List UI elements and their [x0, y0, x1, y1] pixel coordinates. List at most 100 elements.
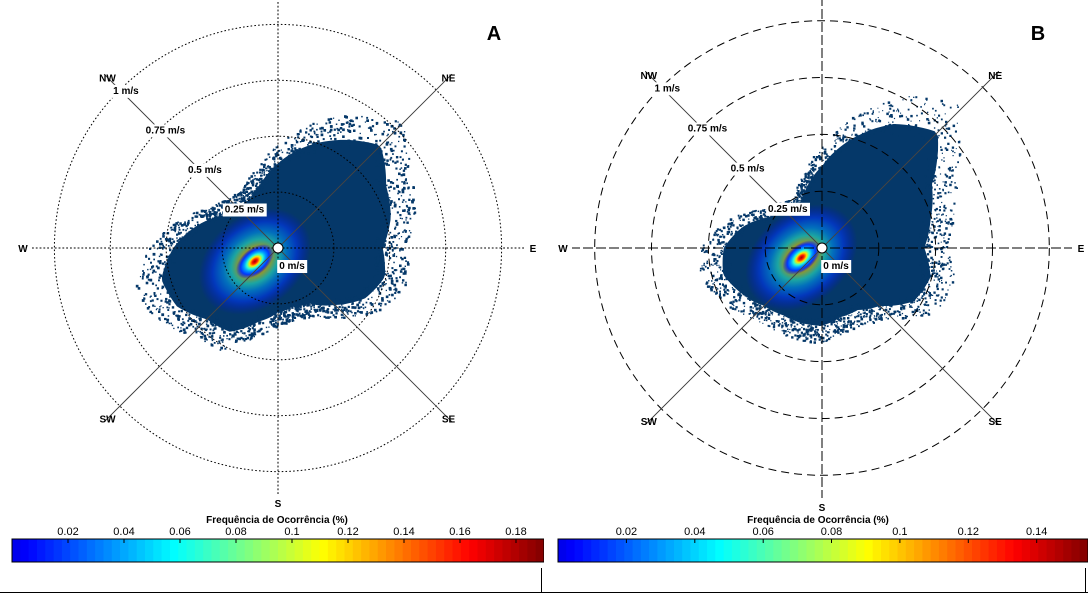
scatter-point — [945, 185, 947, 187]
scatter-point — [933, 179, 936, 182]
colorbar-segment — [599, 539, 609, 562]
scatter-point — [716, 254, 719, 257]
scatter-point — [384, 162, 387, 165]
scatter-point — [204, 328, 207, 332]
scatter-point — [939, 229, 941, 231]
scatter-point — [369, 126, 372, 129]
scatter-point — [376, 255, 378, 258]
scatter-point — [762, 220, 766, 223]
scatter-point — [851, 133, 853, 135]
scatter-point — [759, 217, 762, 220]
scatter-point — [247, 330, 251, 333]
scatter-point — [920, 315, 922, 317]
scatter-point — [927, 238, 930, 241]
colorbar-tick-label: 0.1 — [892, 526, 907, 538]
scatter-point — [951, 169, 954, 172]
scatter-point — [797, 197, 799, 199]
scatter-point — [403, 256, 407, 259]
scatter-point — [205, 328, 208, 331]
scatter-point — [846, 126, 849, 129]
scatter-point — [933, 225, 936, 228]
scatter-point — [365, 301, 368, 304]
scatter-point — [263, 163, 266, 166]
scatter-point — [945, 293, 948, 296]
scatter-point — [381, 278, 383, 280]
colorbar-title: Frequência de Ocorrência (%) — [747, 515, 889, 526]
scatter-point — [268, 153, 270, 155]
scatter-point — [939, 173, 942, 175]
scatter-point — [924, 293, 926, 295]
scatter-point — [802, 195, 804, 197]
scatter-point — [887, 300, 889, 302]
scatter-point — [159, 306, 161, 308]
scatter-point — [254, 318, 256, 321]
scatter-point — [944, 192, 947, 195]
scatter-point — [809, 183, 812, 186]
scatter-point — [404, 230, 407, 233]
scatter-point — [143, 271, 145, 274]
scatter-point — [290, 303, 293, 306]
scatter-point — [390, 242, 393, 245]
scatter-point — [863, 314, 865, 317]
scatter-point — [740, 232, 742, 235]
scatter-point — [810, 336, 813, 339]
scatter-point — [718, 242, 722, 245]
scatter-point — [325, 316, 328, 319]
scatter-point — [934, 302, 937, 305]
scatter-point — [382, 163, 385, 167]
scatter-point — [723, 236, 726, 239]
scatter-point — [952, 150, 954, 153]
scatter-point — [933, 127, 936, 129]
colorbar-tick-label: 0.14 — [393, 526, 414, 538]
scatter-point — [805, 329, 809, 332]
scatter-point — [812, 327, 815, 329]
scatter-point — [399, 156, 402, 159]
colorbar-segment — [444, 539, 454, 562]
scatter-point — [310, 135, 314, 139]
scatter-point — [906, 117, 909, 119]
scatter-point — [211, 212, 214, 215]
scatter-point — [205, 209, 208, 212]
scatter-point — [888, 104, 890, 107]
scatter-point — [891, 302, 894, 305]
scatter-point — [903, 307, 906, 310]
scatter-point — [245, 189, 247, 191]
scatter-point — [208, 210, 210, 213]
scatter-point — [404, 163, 407, 166]
scatter-point — [155, 271, 157, 273]
scatter-point — [799, 193, 801, 195]
scatter-point — [808, 320, 811, 323]
scatter-point — [382, 241, 384, 243]
scatter-point — [251, 327, 254, 330]
scatter-point — [147, 268, 149, 271]
scatter-point — [220, 346, 223, 350]
scatter-point — [398, 191, 401, 194]
scatter-point — [731, 307, 734, 310]
scatter-point — [912, 297, 915, 300]
scatter-point — [174, 225, 177, 228]
scatter-point — [393, 204, 397, 208]
scatter-point — [388, 164, 390, 166]
scatter-point — [161, 313, 165, 317]
scatter-point — [377, 248, 380, 251]
scatter-point — [257, 178, 261, 182]
scatter-point — [706, 281, 709, 284]
scatter-point — [241, 322, 243, 324]
scatter-point — [218, 341, 221, 344]
scatter-point — [713, 260, 716, 262]
colorbar-segment — [361, 539, 371, 562]
scatter-point — [839, 137, 841, 140]
scatter-point — [163, 232, 166, 235]
scatter-point — [386, 197, 389, 200]
scatter-point — [739, 224, 742, 227]
colorbar-segment — [128, 539, 138, 562]
scatter-point — [311, 127, 314, 130]
scatter-point — [322, 303, 324, 305]
scatter-point — [748, 290, 751, 293]
scatter-point — [390, 277, 393, 280]
colorbar-segment — [1030, 539, 1039, 562]
scatter-point — [942, 246, 944, 248]
scatter-point — [957, 106, 959, 108]
scatter-point — [335, 298, 338, 301]
scatter-point — [389, 274, 392, 277]
